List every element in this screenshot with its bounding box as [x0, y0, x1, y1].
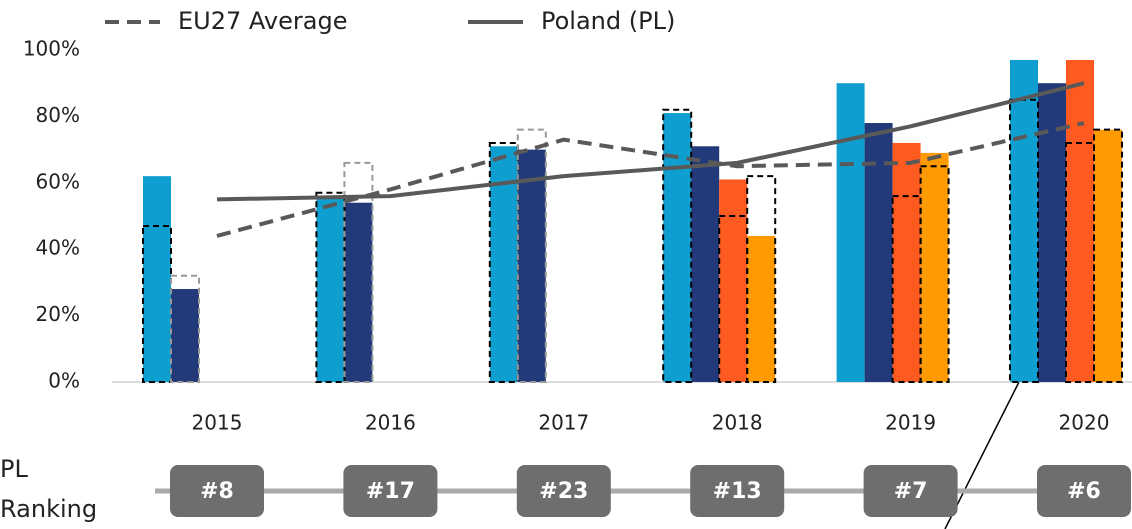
bar — [663, 113, 692, 382]
bar — [747, 235, 776, 382]
benchmark-bar — [315, 191, 346, 383]
benchmark-bar — [919, 165, 950, 383]
bar — [1010, 59, 1038, 383]
ranking-box — [170, 465, 264, 517]
benchmark-bar — [488, 141, 519, 383]
y-tick-label: 80% — [36, 103, 80, 127]
bar — [691, 146, 720, 382]
bar — [1094, 129, 1122, 382]
x-tick-label: 2017 — [538, 411, 589, 435]
bar — [1066, 59, 1094, 383]
y-tick-label: 60% — [36, 169, 80, 193]
y-tick-label: 20% — [36, 302, 80, 326]
bar — [171, 289, 199, 382]
bar — [836, 83, 865, 382]
ranking-value: #13 — [713, 479, 762, 504]
x-tick-label: 2020 — [1059, 411, 1110, 435]
bar — [143, 176, 171, 382]
y-tick-label: 0% — [48, 369, 80, 393]
bar — [864, 123, 893, 382]
bar — [920, 152, 949, 382]
x-tick-label: 2018 — [712, 411, 763, 435]
bar — [316, 196, 345, 382]
ranking-label: PL — [0, 455, 28, 483]
legend-label: EU27 Average — [178, 7, 347, 35]
benchmark-bar — [170, 274, 200, 384]
ranking-box — [516, 465, 611, 517]
bar — [344, 202, 373, 382]
legend-label: Poland (PL) — [541, 7, 675, 35]
ranking-box — [343, 465, 438, 517]
ranking-value: #6 — [1067, 479, 1101, 504]
benchmark-bar — [662, 108, 693, 383]
bar — [892, 142, 921, 382]
x-tick-label: 2016 — [365, 411, 416, 435]
benchmark-bar — [516, 128, 547, 383]
benchmark-bar — [746, 175, 777, 383]
ranking-box — [1037, 465, 1131, 517]
ranking-value: #23 — [539, 479, 588, 504]
y-tick-label: 100% — [23, 37, 80, 61]
line-series — [216, 81, 1085, 202]
benchmark-bar — [142, 224, 172, 383]
ranking-value: #7 — [894, 479, 928, 504]
benchmark-bar — [1065, 141, 1095, 383]
x-tick-label: 2019 — [885, 411, 936, 435]
bar — [719, 179, 748, 382]
ranking-value: #17 — [366, 479, 415, 504]
ranking-value: #8 — [200, 479, 234, 504]
y-tick-label: 40% — [36, 236, 80, 260]
bar — [517, 149, 546, 382]
ranking-box — [690, 465, 785, 517]
ranking-box — [863, 465, 958, 517]
x-tick-label: 2015 — [192, 411, 243, 435]
benchmark-bar — [1093, 128, 1123, 383]
line-series — [216, 121, 1085, 238]
ranking-label: Ranking — [0, 495, 97, 523]
benchmark-bar — [343, 161, 374, 383]
